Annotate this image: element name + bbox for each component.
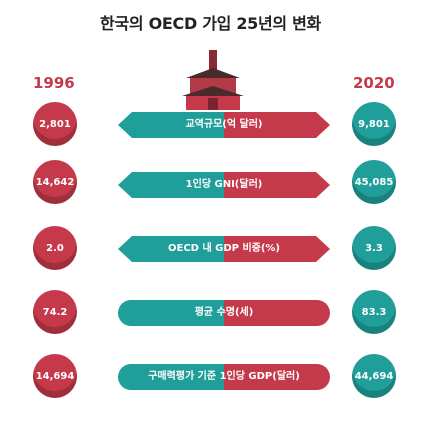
value-2020-trade: 9,801: [352, 102, 396, 146]
page-title: 한국의 OECD 가입 25년의 변화: [100, 14, 321, 33]
bar-ppp-gdp: 구매력평가 기준 1인당 GDP(달러): [118, 364, 330, 390]
bar-label-ppp-gdp: 구매력평가 기준 1인당 GDP(달러): [148, 371, 300, 382]
value-1996-life: 74.2: [33, 290, 77, 334]
bar-label-trade: 교역규모(억 달러): [185, 119, 263, 130]
bar-gdp-share: OECD 내 GDP 비중(%): [118, 236, 330, 262]
bar-gni: 1인당 GNI(달러): [118, 172, 330, 198]
value-2020-gdp-share: 3.3: [352, 226, 396, 270]
palace-illustration: [182, 50, 244, 110]
bar-trade: 교역규모(억 달러): [118, 112, 330, 138]
value-2020-ppp-gdp: 44,694: [352, 354, 396, 398]
value-1996-ppp-gdp: 14,694: [33, 354, 77, 398]
bar-label-gdp-share: OECD 내 GDP 비중(%): [167, 243, 280, 254]
value-2020-life: 83.3: [352, 290, 396, 334]
value-2020-gni: 45,085: [352, 160, 396, 204]
year-2020-label: 2020: [353, 74, 395, 92]
bar-life: 평균 수명(세): [118, 300, 330, 326]
bar-label-gni: 1인당 GNI(달러): [185, 179, 263, 190]
bar-label-life: 평균 수명(세): [194, 307, 254, 318]
value-1996-trade: 2,801: [33, 102, 77, 146]
value-1996-gdp-share: 2.0: [33, 226, 77, 270]
year-1996-label: 1996: [33, 74, 75, 92]
value-1996-gni: 14,642: [33, 160, 77, 204]
